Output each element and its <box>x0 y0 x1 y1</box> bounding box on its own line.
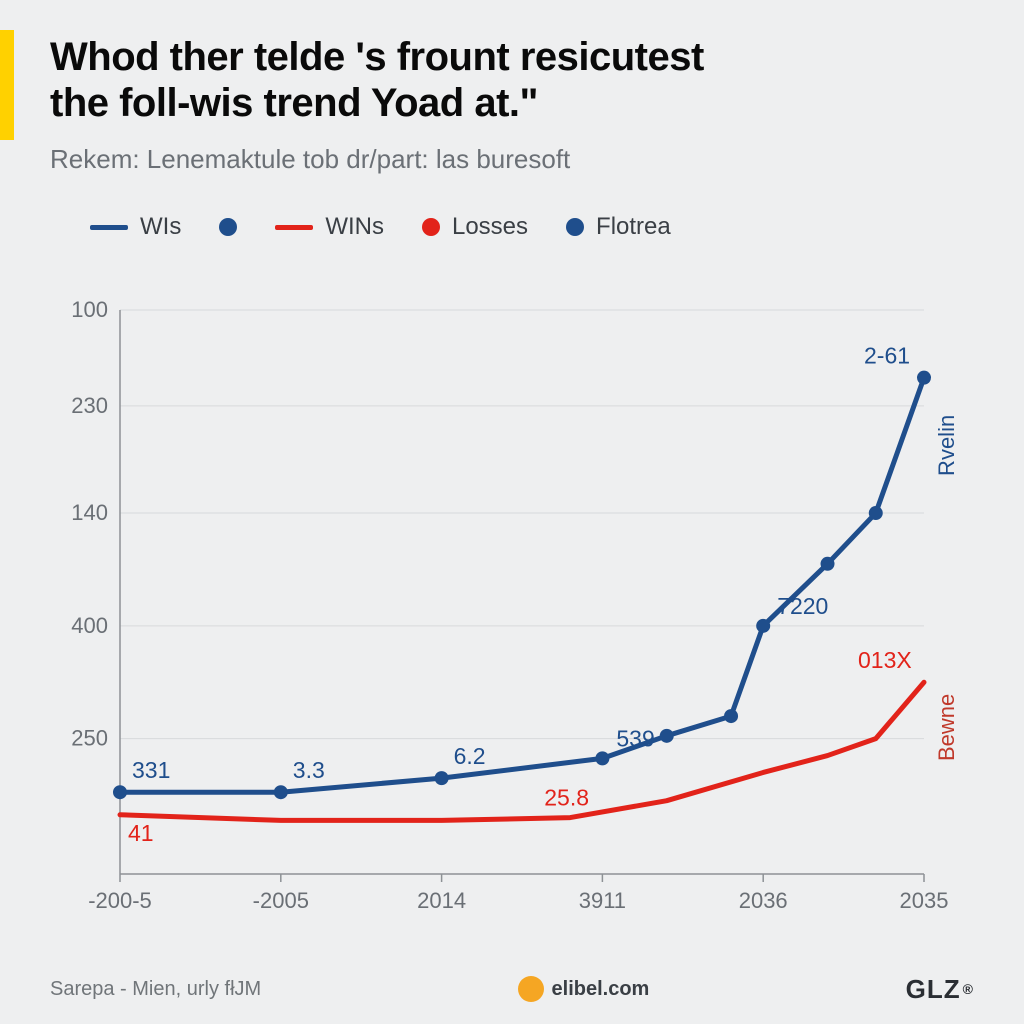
title-line-2: the foll-wis trend Yoad at." <box>50 81 538 125</box>
legend-label: Flotrea <box>596 213 671 241</box>
point-label: 25.8 <box>544 785 589 811</box>
point-label: 331 <box>132 757 170 783</box>
y-tick-label: 400 <box>71 613 108 638</box>
legend-line-swatch <box>90 225 128 230</box>
series-marker <box>113 785 127 799</box>
line-chart: 100 230 140 400 250 -200-5 -2005 2014 3911 2036 20… <box>50 300 984 924</box>
page-title: Whod ther telde 's frount resicutest the… <box>50 34 974 126</box>
legend-dot-swatch <box>566 218 584 236</box>
brand-icon <box>518 976 544 1002</box>
series-marker <box>595 751 609 765</box>
accent-bar <box>0 30 14 140</box>
x-tick-label: 2014 <box>417 888 466 913</box>
series-marker <box>869 506 883 520</box>
x-tick-label: -200-5 <box>88 888 152 913</box>
series-marker <box>917 371 931 385</box>
y-tick-label: 230 <box>71 393 108 418</box>
point-label: 7220 <box>777 593 828 619</box>
legend-item: Flotrea <box>566 213 671 241</box>
title-line-1: Whod ther telde 's frount resicutest <box>50 35 704 79</box>
point-label: 2-61 <box>864 343 910 369</box>
point-label: 3.3 <box>293 757 325 783</box>
series-marker <box>274 785 288 799</box>
series-marker <box>435 771 449 785</box>
footer-logo: GLZ® <box>906 974 974 1005</box>
header: Whod ther telde 's frount resicutest the… <box>0 0 1024 175</box>
x-tick-label: 3911 <box>579 888 626 913</box>
series-marker <box>821 557 835 571</box>
point-label: 6.2 <box>454 743 486 769</box>
page-subtitle: Rekem: Lenemaktule tob dr/part: las bure… <box>50 144 974 175</box>
point-label: 539 <box>616 725 654 751</box>
y-tick-label: 140 <box>71 500 108 525</box>
legend-dot-swatch <box>422 218 440 236</box>
footer-logo-text: GLZ <box>906 974 961 1005</box>
legend-label: Losses <box>452 213 528 241</box>
series-marker <box>724 709 738 723</box>
point-label: 41 <box>128 820 154 846</box>
y-tick-label: 100 <box>71 300 108 322</box>
x-tick-label: 2035 <box>900 888 949 913</box>
legend-label: WIs <box>140 213 181 241</box>
x-tick-label: -2005 <box>253 888 309 913</box>
series-line-WINs <box>120 682 924 820</box>
legend-item: WIs <box>90 213 181 241</box>
point-label: 013X <box>858 647 912 673</box>
chart-container: 100 230 140 400 250 -200-5 -2005 2014 3911 2036 20… <box>50 300 984 924</box>
registered-mark: ® <box>963 981 974 997</box>
legend-label: WINs <box>325 213 384 241</box>
footer-brand-text: elibel.com <box>552 978 650 1001</box>
legend-item: Losses <box>422 213 528 241</box>
legend-dot-swatch <box>219 218 237 236</box>
series-marker <box>660 729 674 743</box>
legend-item: WINs <box>275 213 384 241</box>
side-label: Bewne <box>934 694 959 761</box>
legend-line-swatch <box>275 225 313 230</box>
series-marker <box>756 619 770 633</box>
y-tick-label: 250 <box>71 726 108 751</box>
footer-source: Sarepa - Mien, urly fłJM <box>50 978 261 1001</box>
x-tick-label: 2036 <box>739 888 788 913</box>
footer: Sarepa - Mien, urly fłJM elibel.com GLZ® <box>0 954 1024 1024</box>
legend-item <box>219 218 237 236</box>
footer-brand: elibel.com <box>518 976 650 1002</box>
side-label: Rvelin <box>934 415 959 476</box>
series-line-WIs <box>120 378 924 793</box>
chart-legend: WIs WINs Losses Flotrea <box>0 175 1024 251</box>
